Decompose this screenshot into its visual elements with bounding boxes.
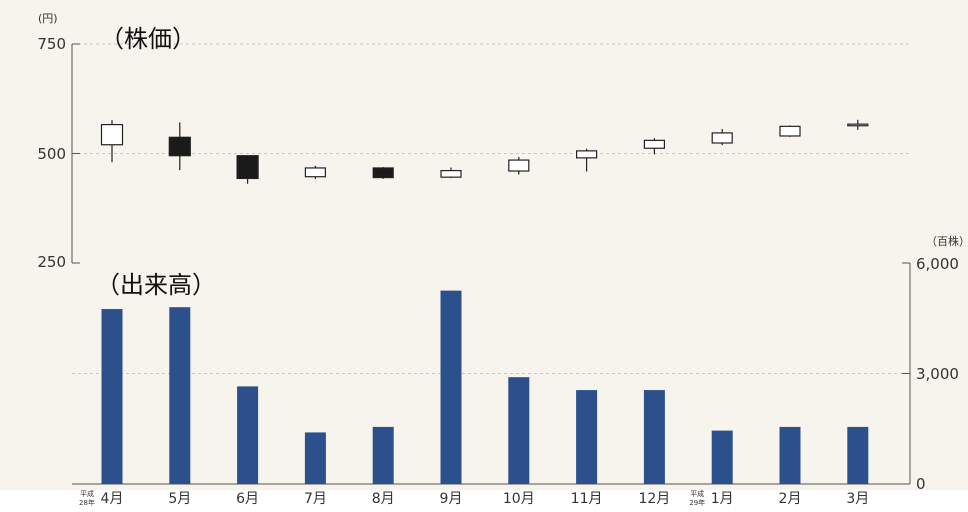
candle-4 [304,165,326,179]
volume-series [101,290,869,484]
volume-bar-5 [372,426,394,484]
candle-body [575,150,598,159]
volume-bar-11 [779,426,801,484]
candle-body [643,139,666,149]
chart-panel [0,0,968,490]
volume-bar-9 [643,390,665,484]
month-label-5: 8月 [372,491,395,507]
volume-bar-2 [169,307,191,484]
candle-body [304,167,326,178]
candle-11 [779,125,801,137]
price-tick-500: 500 [37,145,66,163]
volume-tick-3000: 3,000 [916,365,959,383]
volume-bar-6 [440,290,462,484]
candle-1 [100,120,124,163]
volume-unit-label: （百株） [926,234,968,248]
candle-6 [440,167,462,179]
month-label-11: 2月 [779,491,802,507]
volume-tick-0: 0 [916,475,926,493]
candle-body [847,123,869,127]
candle-body [100,123,124,146]
month-label-1: 4月 [101,491,124,507]
month-label-12: 3月 [846,491,869,507]
grid-lines [72,43,910,374]
candle-5 [372,167,394,179]
month-label-6: 9月 [440,491,463,507]
candle-body [440,169,462,178]
axes [71,43,911,485]
candle-body [236,155,259,180]
month-label-2: 5月 [168,491,191,507]
month-label-7: 10月 [503,491,535,507]
candle-2 [168,122,191,171]
volume-bar-8 [576,390,598,484]
price-tick-250: 250 [37,253,66,271]
candle-body [711,132,733,144]
month-label-8: 11月 [571,491,603,507]
candle-8 [575,148,598,172]
candle-12 [847,119,869,130]
price-unit-label: (円) [38,12,58,25]
month-label-9: 12月 [638,491,670,507]
volume-bar-1 [101,309,123,484]
volume-bar-3 [237,386,259,484]
candle-10 [711,128,733,146]
price-tick-750: 750 [37,35,66,53]
candlestick-series [100,119,869,184]
candle-3 [236,155,259,184]
candle-body [372,167,394,179]
volume-chart-title: （出来高） [96,271,216,299]
era-label: 平成 [690,489,704,498]
candle-9 [643,138,666,155]
candle-body [168,136,191,157]
month-label-10: 1月 [711,491,734,507]
price-chart-title: （株価） [100,25,196,53]
volume-bar-10 [711,430,733,484]
volume-bar-12 [847,426,869,484]
candle-body [779,125,801,137]
candle-body [508,159,530,172]
volume-tick-6000: 6,000 [916,255,959,273]
candle-7 [508,157,530,175]
month-label-4: 7月 [304,491,327,507]
era-label: 28年 [79,498,95,507]
era-label: 平成 [80,489,94,498]
volume-bar-4 [304,432,326,484]
month-label-3: 6月 [236,491,259,507]
era-label: 29年 [689,498,705,507]
volume-bar-7 [508,377,530,484]
